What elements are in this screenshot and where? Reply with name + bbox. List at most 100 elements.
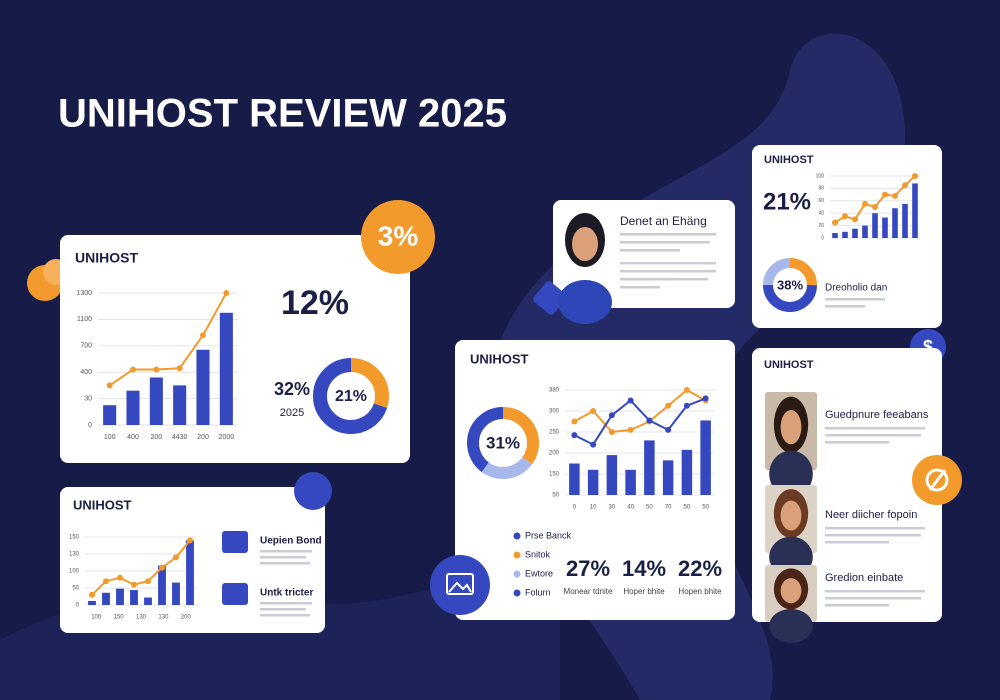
y-tick-label: 200 — [549, 451, 560, 457]
x-tick-label: 10 — [590, 505, 597, 511]
line-point — [130, 366, 136, 373]
bar — [569, 463, 580, 495]
text-placeholder — [620, 249, 680, 252]
text-placeholder — [620, 278, 708, 281]
dollar-icon: $ — [923, 337, 933, 357]
bar — [173, 385, 187, 425]
image-icon — [448, 581, 472, 593]
line-point — [145, 578, 151, 585]
photo-face — [780, 500, 802, 531]
text-placeholder — [260, 602, 312, 605]
bar — [700, 420, 711, 495]
person-name: Gredion einbate — [825, 572, 903, 584]
card-title: UNIHOST — [470, 351, 529, 366]
image-icon — [446, 573, 474, 595]
item-title: Untk tricter — [260, 588, 313, 599]
donut-segment — [763, 258, 817, 312]
text-placeholder — [825, 527, 925, 530]
text-placeholder — [260, 562, 310, 565]
legend-label: Ewtore — [525, 568, 553, 578]
y-tick-label: 100 — [69, 569, 80, 575]
line-series — [573, 388, 707, 434]
x-tick-label: 200 — [181, 615, 192, 621]
year: 2025 — [280, 407, 304, 419]
line-point — [902, 182, 908, 189]
item-icon — [222, 583, 248, 605]
text-placeholder — [260, 614, 310, 617]
line-point — [646, 417, 653, 424]
line-point — [590, 441, 597, 448]
stat-caption: Monear tdnite — [564, 587, 613, 596]
text-placeholder — [620, 270, 716, 273]
bar — [892, 208, 898, 238]
text-placeholder — [825, 305, 865, 308]
photo-face — [780, 578, 802, 604]
text-placeholder — [620, 286, 660, 289]
stat: 27% — [566, 556, 610, 581]
donut-segment — [313, 358, 389, 434]
text-placeholder — [825, 434, 921, 437]
line-point — [608, 429, 615, 435]
stat: 12% — [281, 284, 349, 322]
stat: 21% — [763, 188, 811, 215]
line-point — [862, 200, 868, 207]
x-tick-label: 100 — [91, 615, 102, 621]
text-placeholder — [260, 608, 306, 611]
text-placeholder — [825, 597, 921, 600]
x-tick-label: 50 — [646, 505, 653, 511]
stat: 22% — [678, 556, 722, 581]
bar — [130, 590, 138, 605]
bar — [149, 377, 163, 425]
donut-segment — [467, 407, 539, 479]
line-point — [131, 581, 137, 588]
bar — [912, 183, 918, 238]
legend-label: Folurn — [525, 587, 551, 597]
donut-segment — [467, 407, 539, 479]
text-placeholder — [825, 534, 921, 537]
avatar-body — [558, 280, 612, 324]
bar — [832, 233, 838, 238]
line-point — [665, 402, 672, 409]
donut-label: 38% — [777, 277, 803, 292]
x-tick-label: 0 — [573, 505, 577, 511]
x-tick-label: 100 — [104, 434, 116, 441]
y-tick-label: 60 — [818, 198, 824, 204]
y-tick-label: 150 — [549, 472, 560, 478]
x-tick-label: 30 — [609, 505, 616, 511]
line-point — [117, 574, 123, 581]
text-placeholder — [620, 233, 716, 236]
bar — [662, 460, 674, 495]
text-placeholder — [825, 541, 889, 544]
y-tick-label: 50 — [552, 493, 559, 499]
page-title: UNIHOST REVIEW 2025 — [58, 92, 507, 136]
stat-caption: Hoper bhite — [623, 587, 665, 596]
y-tick-label: 20 — [818, 223, 824, 229]
card-title: UNIHOST — [764, 154, 814, 166]
donut-label: 31% — [486, 433, 520, 452]
decor-dot — [294, 472, 332, 510]
avatar-face — [572, 227, 598, 261]
line-series — [109, 292, 228, 387]
y-tick-label: 150 — [69, 535, 80, 541]
x-tick-label: 130 — [136, 615, 147, 621]
y-tick-label: 700 — [80, 343, 92, 350]
decor-square — [533, 281, 567, 315]
line-point — [665, 426, 672, 433]
stat: 32% — [274, 379, 310, 399]
y-tick-label: 80 — [818, 186, 824, 192]
line-point — [702, 395, 709, 402]
bar — [126, 390, 140, 425]
x-tick-label: 130 — [158, 615, 169, 621]
text-placeholder — [825, 590, 925, 593]
y-tick-label: 100 — [816, 173, 825, 179]
bar — [144, 597, 152, 605]
text-placeholder — [620, 241, 710, 244]
line-point — [683, 402, 690, 409]
line-point — [571, 432, 578, 439]
search-icon — [928, 469, 947, 491]
line-point — [187, 537, 193, 544]
x-tick-label: 4430 — [172, 434, 188, 441]
line-point — [683, 387, 690, 393]
y-tick-label: 40 — [818, 211, 824, 217]
y-tick-label: 0 — [88, 422, 92, 429]
